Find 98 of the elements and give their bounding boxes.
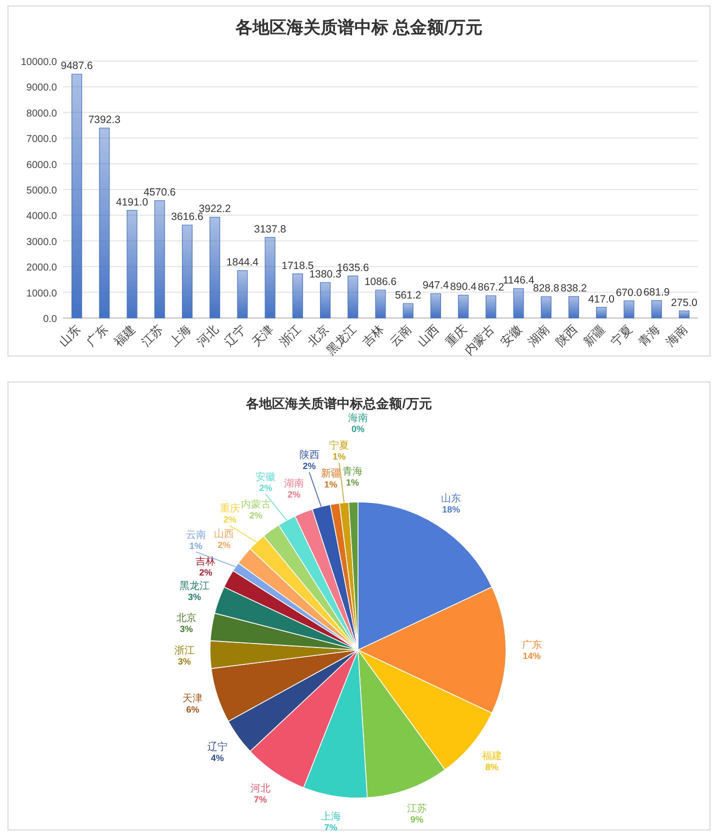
- data-label: 1%: [346, 477, 360, 488]
- data-label: 18%: [442, 504, 460, 514]
- data-label: 417.0: [588, 293, 615, 306]
- x-tick-label: 浙江: [276, 322, 304, 350]
- slice-label: 上海: [320, 810, 341, 823]
- slice-label: 黑龙江: [180, 580, 210, 592]
- data-label: 681.9: [643, 286, 670, 298]
- data-label: 2%: [199, 567, 212, 578]
- y-tick-label: 5000.0: [26, 186, 58, 196]
- data-label: 2%: [223, 514, 236, 525]
- data-label: 275.0: [671, 296, 698, 309]
- data-label: 3%: [180, 624, 193, 634]
- x-tick-label: 福建: [111, 322, 138, 350]
- data-label: 670.0: [616, 286, 642, 299]
- data-label: 7%: [324, 822, 338, 833]
- x-tick-label: 新疆: [580, 322, 608, 350]
- y-tick-label: 7000.0: [26, 134, 58, 146]
- data-label: 890.4: [450, 281, 477, 294]
- data-label: 3%: [188, 592, 202, 602]
- x-tick-label: 天津: [249, 322, 276, 350]
- slice-label: 广东: [522, 639, 542, 651]
- data-label: 1%: [324, 479, 338, 490]
- x-tick-label: 辽宁: [222, 322, 249, 350]
- data-label: 2%: [249, 510, 262, 520]
- data-label: 9%: [410, 814, 424, 824]
- slice-label: 内蒙古: [240, 498, 271, 510]
- x-tick-label: 吉林: [360, 322, 387, 350]
- x-tick-label: 河北: [194, 322, 221, 350]
- data-label: 7%: [254, 794, 267, 805]
- slice-label: 重庆: [220, 502, 240, 515]
- y-tick-label: 8000.0: [26, 108, 58, 120]
- slice-label: 山东: [441, 492, 462, 504]
- data-label: 1%: [332, 451, 346, 462]
- data-label: 4570.6: [144, 186, 176, 199]
- y-tick-label: 3000.0: [26, 236, 58, 248]
- y-tick-label: 6000.0: [26, 160, 58, 171]
- data-label: 838.2: [560, 282, 588, 294]
- data-label: 828.8: [533, 282, 560, 295]
- data-label: 1146.4: [502, 274, 534, 287]
- data-label: 2%: [218, 540, 231, 550]
- data-label: 8%: [485, 762, 498, 772]
- data-label: 2%: [259, 483, 272, 494]
- data-label: 3616.6: [171, 211, 204, 224]
- x-tick-label: 海南: [663, 322, 690, 350]
- x-tick-label: 陕西: [553, 322, 580, 350]
- slice-label: 河北: [250, 782, 270, 795]
- y-tick-label: 10000.0: [20, 57, 58, 68]
- slice-label: 新疆: [320, 467, 341, 480]
- slice-label: 陕西: [299, 449, 320, 462]
- slice-label: 安徽: [256, 471, 276, 484]
- x-tick-label: 上海: [166, 322, 194, 350]
- data-label: 3%: [178, 656, 191, 666]
- y-tick-label: 0.0: [43, 314, 58, 325]
- slice-label: 吉林: [196, 555, 216, 568]
- x-tick-label: 山西: [414, 322, 442, 350]
- slice-label: 宁夏: [329, 439, 350, 452]
- slice-label: 江苏: [406, 802, 427, 814]
- slice-label: 天津: [182, 692, 203, 705]
- slice-label: 辽宁: [207, 741, 228, 754]
- y-tick-label: 2000.0: [26, 262, 58, 274]
- data-label: 1380.3: [309, 268, 342, 281]
- x-tick-label: 山东: [56, 322, 83, 350]
- data-label: 14%: [522, 651, 541, 661]
- data-label: 867.2: [478, 282, 504, 294]
- chart-title: 各地区海关质谱中标总金额/万元: [245, 396, 432, 411]
- x-tick-label: 安徽: [498, 322, 525, 350]
- x-tick-label: 宁夏: [608, 322, 636, 350]
- x-tick-label: 湖南: [525, 322, 552, 350]
- chart-title: 各地区海关质谱中标 总金额/万元: [234, 18, 483, 37]
- data-label: 4191.0: [116, 196, 148, 208]
- data-label: 561.2: [394, 290, 422, 302]
- category-label: 海南: [348, 412, 368, 424]
- slice-label: 福建: [482, 750, 502, 762]
- data-label: 1%: [189, 540, 202, 551]
- data-label: 3137.8: [254, 223, 286, 236]
- y-tick-label: 4000.0: [26, 211, 58, 222]
- x-tick-label: 江苏: [138, 322, 166, 350]
- y-tick-label: 1000.0: [26, 288, 58, 300]
- text: 0%: [351, 424, 365, 434]
- slice-label: 湖南: [284, 477, 304, 490]
- data-label: 2%: [302, 461, 316, 472]
- data-label: 4%: [210, 753, 224, 764]
- data-label: 947.4: [422, 280, 450, 292]
- slice-label: 青海: [342, 465, 363, 478]
- x-tick-label: 青海: [636, 322, 663, 350]
- y-tick-label: 9000.0: [26, 82, 58, 94]
- data-label: 1086.6: [364, 276, 397, 288]
- x-tick-label: 广东: [84, 322, 111, 350]
- slice-label: 云南: [186, 528, 206, 541]
- slice-label: 浙江: [174, 644, 194, 656]
- slice-label: 山西: [214, 528, 234, 540]
- data-label: 7392.3: [88, 114, 121, 126]
- x-tick-label: 云南: [387, 322, 414, 350]
- data-label: 6%: [186, 704, 200, 715]
- slice-label: 北京: [176, 612, 196, 624]
- data-label: 9487.6: [60, 60, 94, 72]
- data-label: 1844.4: [226, 256, 259, 269]
- data-label: 2%: [288, 489, 301, 500]
